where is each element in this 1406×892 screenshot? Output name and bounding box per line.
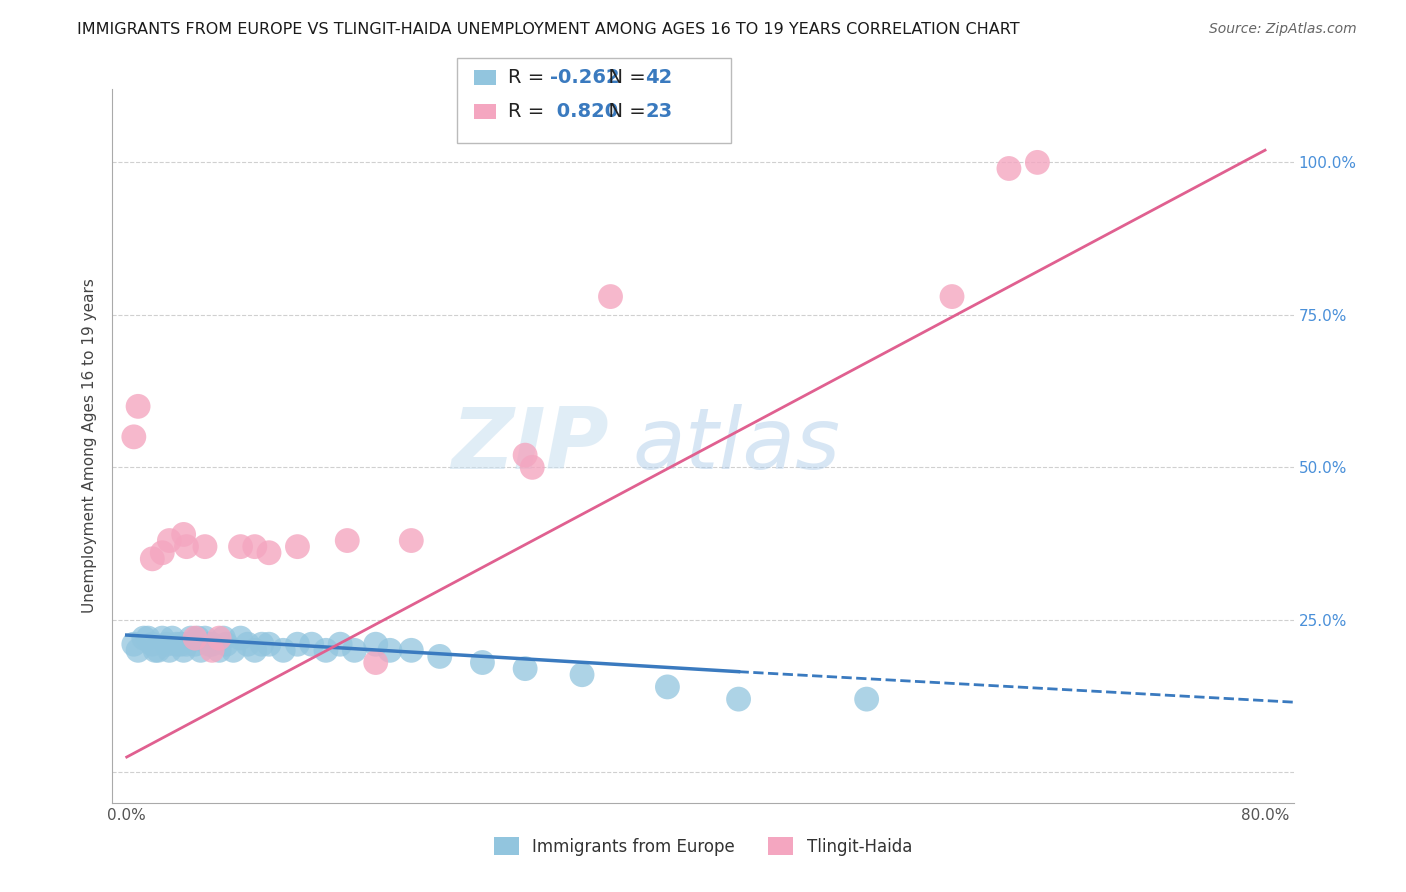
Text: IMMIGRANTS FROM EUROPE VS TLINGIT-HAIDA UNEMPLOYMENT AMONG AGES 16 TO 19 YEARS C: IMMIGRANTS FROM EUROPE VS TLINGIT-HAIDA … [77, 22, 1019, 37]
Point [173, 643, 195, 657]
Text: 23: 23 [645, 102, 672, 121]
Point [401, 533, 423, 548]
Point [127, 643, 149, 657]
Point [271, 643, 294, 657]
Point [184, 631, 207, 645]
Point [855, 692, 877, 706]
Point [599, 289, 621, 303]
Point [190, 643, 212, 657]
Point [141, 551, 163, 566]
Legend: Immigrants from Europe, Tlingit-Haida: Immigrants from Europe, Tlingit-Haida [488, 830, 918, 863]
Text: Source: ZipAtlas.com: Source: ZipAtlas.com [1209, 22, 1357, 37]
Point [157, 533, 180, 548]
Point [287, 540, 309, 554]
Point [166, 637, 188, 651]
Point [513, 448, 536, 462]
Point [236, 637, 259, 651]
Point [187, 631, 209, 645]
Point [162, 631, 184, 645]
Point [301, 637, 323, 651]
Point [173, 527, 195, 541]
Point [150, 631, 173, 645]
Point [257, 637, 280, 651]
Text: -0.262: -0.262 [550, 68, 620, 87]
Point [401, 643, 423, 657]
Point [343, 643, 366, 657]
Point [122, 430, 145, 444]
Point [208, 631, 231, 645]
Point [136, 631, 159, 645]
Point [522, 460, 544, 475]
Point [315, 643, 337, 657]
Point [657, 680, 679, 694]
Point [336, 533, 359, 548]
Point [941, 289, 963, 303]
Text: R =: R = [508, 102, 550, 121]
Point [184, 637, 207, 651]
Point [155, 637, 177, 651]
Text: 0.820: 0.820 [550, 102, 617, 121]
Point [180, 631, 202, 645]
Text: ZIP: ZIP [451, 404, 609, 488]
Point [141, 637, 163, 651]
Point [222, 643, 245, 657]
Point [364, 656, 387, 670]
Point [513, 662, 536, 676]
Point [243, 643, 266, 657]
Text: atlas: atlas [633, 404, 841, 488]
Point [727, 692, 749, 706]
Point [127, 400, 149, 414]
Point [471, 656, 494, 670]
Point [194, 631, 217, 645]
Point [201, 637, 224, 651]
Point [229, 631, 252, 645]
Point [364, 637, 387, 651]
Y-axis label: Unemployment Among Ages 16 to 19 years: Unemployment Among Ages 16 to 19 years [82, 278, 97, 614]
Point [146, 643, 169, 657]
Point [170, 637, 193, 651]
Point [998, 161, 1021, 176]
Point [201, 643, 224, 657]
Point [429, 649, 451, 664]
Point [257, 546, 280, 560]
Point [215, 637, 238, 651]
Point [132, 631, 155, 645]
Point [122, 637, 145, 651]
Point [250, 637, 273, 651]
Point [229, 540, 252, 554]
Point [157, 643, 180, 657]
Point [198, 637, 221, 651]
Point [194, 540, 217, 554]
Point [378, 643, 401, 657]
Point [143, 643, 166, 657]
Point [208, 643, 231, 657]
Text: R =: R = [508, 68, 550, 87]
Text: 42: 42 [645, 68, 672, 87]
Point [329, 637, 352, 651]
Text: N =: N = [596, 102, 652, 121]
Point [176, 540, 198, 554]
Point [212, 631, 235, 645]
Point [571, 667, 593, 681]
Point [150, 546, 173, 560]
Point [287, 637, 309, 651]
Point [1026, 155, 1049, 169]
Point [243, 540, 266, 554]
Text: N =: N = [596, 68, 652, 87]
Point [176, 637, 198, 651]
